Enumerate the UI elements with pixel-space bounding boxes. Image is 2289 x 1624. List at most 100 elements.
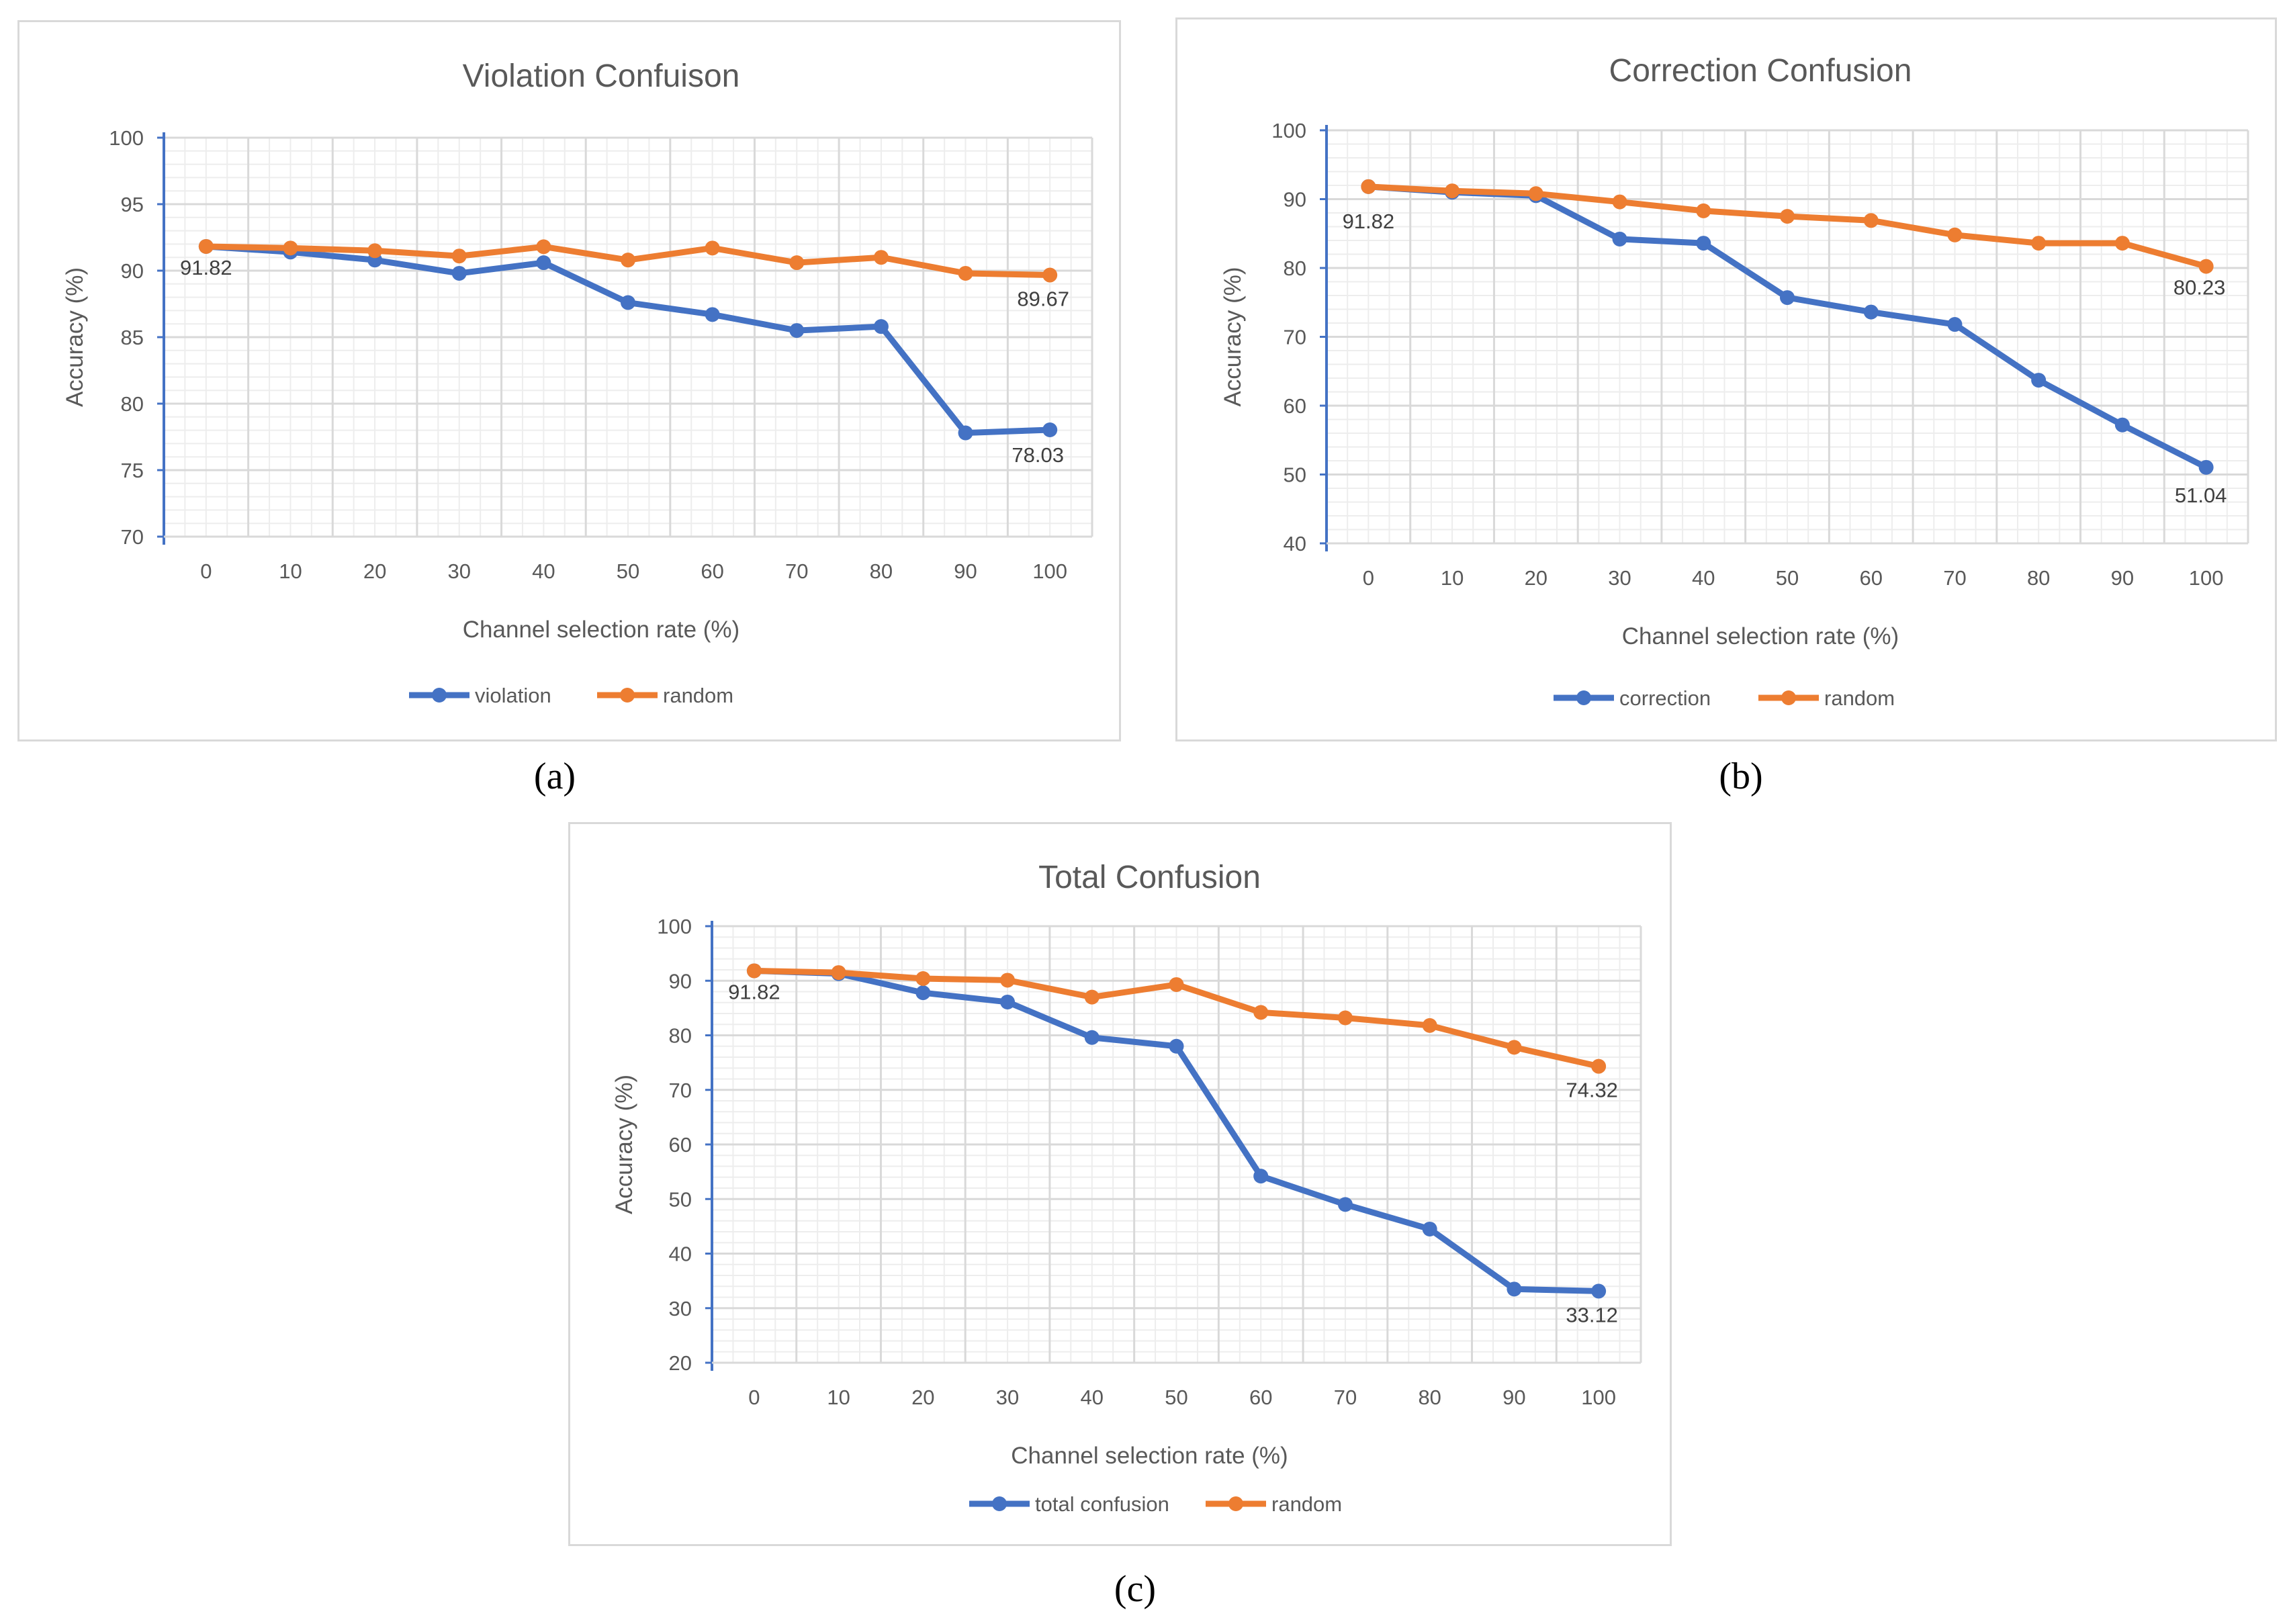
data-point: [2198, 259, 2214, 274]
data-label: 51.04: [2175, 484, 2227, 507]
data-point: [705, 240, 720, 256]
x-tick-label: 60: [701, 559, 723, 583]
data-label: 89.67: [1017, 287, 1069, 311]
data-point: [1528, 186, 1543, 201]
data-point: [915, 985, 931, 1001]
x-tick-label: 0: [748, 1386, 760, 1409]
data-point: [1084, 1030, 1099, 1045]
legend-label: correction: [1619, 686, 1711, 710]
y-tick-label: 90: [1284, 188, 1306, 212]
legend-item: violation: [409, 684, 551, 707]
y-tick-label: 100: [109, 126, 144, 150]
y-tick-label: 90: [121, 259, 144, 283]
x-tick-label: 30: [447, 559, 470, 583]
y-tick-label: 90: [669, 969, 692, 993]
data-point: [1696, 236, 1711, 251]
data-point: [958, 265, 973, 281]
x-tick-label: 100: [1032, 559, 1067, 583]
data-point: [1169, 1038, 1184, 1054]
data-point: [2198, 459, 2214, 475]
x-tick-label: 90: [2111, 566, 2134, 590]
x-tick-label: 70: [1334, 1386, 1357, 1409]
data-label: 91.82: [180, 256, 232, 279]
x-tick-label: 40: [1692, 566, 1715, 590]
grid-major: [164, 136, 1093, 537]
correction-chart-svg: 40 50 60 70 80 90 100 0 10 20 30 40 50 60 70 80 90 100 Cor…: [1220, 53, 2249, 710]
data-point: [1696, 203, 1711, 218]
data-point: [873, 250, 889, 265]
x-tick-label: 80: [1418, 1386, 1441, 1409]
x-tick-label: 100: [1581, 1386, 1616, 1409]
data-point: [705, 307, 720, 322]
x-tick-label: 30: [1608, 566, 1631, 590]
x-tick-label: 10: [279, 559, 302, 583]
caption-c: (c): [1114, 1568, 1157, 1610]
legend-swatch-marker: [1781, 690, 1796, 705]
data-point: [2114, 236, 2130, 251]
data-label: 78.03: [1012, 443, 1064, 467]
data-point: [536, 239, 551, 255]
series-random: [198, 238, 1058, 283]
y-tick-label: 50: [669, 1187, 692, 1211]
data-point: [2114, 417, 2130, 433]
x-tick-label: 80: [870, 559, 893, 583]
x-tick-label: 50: [1165, 1386, 1187, 1409]
data-point: [958, 425, 973, 441]
legend-swatch-marker: [620, 688, 635, 703]
y-tick-label: 60: [669, 1133, 692, 1157]
data-point: [283, 240, 298, 256]
series-random: [1361, 179, 2214, 274]
y-tick-label: 70: [669, 1079, 692, 1102]
data-point: [1422, 1221, 1437, 1236]
y-tick-label: 70: [121, 525, 144, 549]
data-point: [1084, 989, 1099, 1005]
y-tick-label: 80: [121, 392, 144, 416]
data-point: [789, 323, 805, 339]
legend-item: random: [1758, 686, 1895, 710]
x-tick-label: 40: [532, 559, 555, 583]
x-tick-label: 60: [1859, 566, 1882, 590]
legend-label: total confusion: [1035, 1492, 1169, 1516]
data-point: [1863, 304, 1879, 320]
data-point: [1445, 183, 1460, 199]
data-point: [873, 319, 889, 334]
legend-swatch-marker: [1228, 1496, 1243, 1511]
legend-label: random: [663, 684, 733, 707]
data-label: 74.32: [1566, 1079, 1618, 1102]
data-point: [746, 963, 762, 979]
x-tick-label: 20: [363, 559, 386, 583]
data-point: [451, 265, 467, 281]
legend-swatch-marker: [1576, 690, 1591, 705]
data-point: [1422, 1018, 1437, 1033]
y-tick-label: 75: [121, 459, 144, 482]
data-point: [1612, 194, 1627, 210]
x-tick-label: 20: [911, 1386, 934, 1409]
legend-item: random: [1206, 1492, 1342, 1516]
chart-panel-total: 20 30 40 50 60 70 80 90 100 0 10 20 30 40 50 60 70 80 90 10…: [568, 822, 1672, 1546]
legend-item: total confusion: [969, 1492, 1169, 1516]
data-point: [1507, 1281, 1522, 1297]
y-tick-label: 70: [1284, 326, 1306, 349]
x-tick-label: 50: [617, 559, 639, 583]
data-point: [367, 243, 383, 259]
data-point: [1169, 977, 1184, 992]
data-point: [1000, 994, 1016, 1009]
y-tick-label: 30: [669, 1297, 692, 1320]
data-point: [1253, 1005, 1269, 1020]
y-tick-label: 50: [1284, 463, 1306, 487]
chart-panel-violation: 70 75 80 85 90 95 100 0 10 20 30 40 50 60 70 80 90 100 Vio…: [17, 20, 1121, 741]
y-tick-label: 60: [1284, 394, 1306, 418]
caption-a: (a): [533, 756, 576, 797]
legend-swatch-marker: [432, 688, 447, 703]
total-chart-svg: 20 30 40 50 60 70 80 90 100 0 10 20 30 40 50 60 70 80 90 10…: [611, 860, 1642, 1516]
x-tick-label: 70: [1943, 566, 1966, 590]
chart-title: Violation Confuison: [463, 58, 740, 94]
y-tick-label: 95: [121, 193, 144, 216]
y-tick-label: 40: [1284, 532, 1306, 555]
data-point: [2031, 373, 2047, 388]
y-tick-label: 100: [657, 915, 692, 938]
x-tick-label: 80: [2027, 566, 2050, 590]
data-label: 91.82: [1343, 210, 1395, 233]
data-point: [1591, 1283, 1607, 1299]
data-point: [1591, 1058, 1607, 1074]
